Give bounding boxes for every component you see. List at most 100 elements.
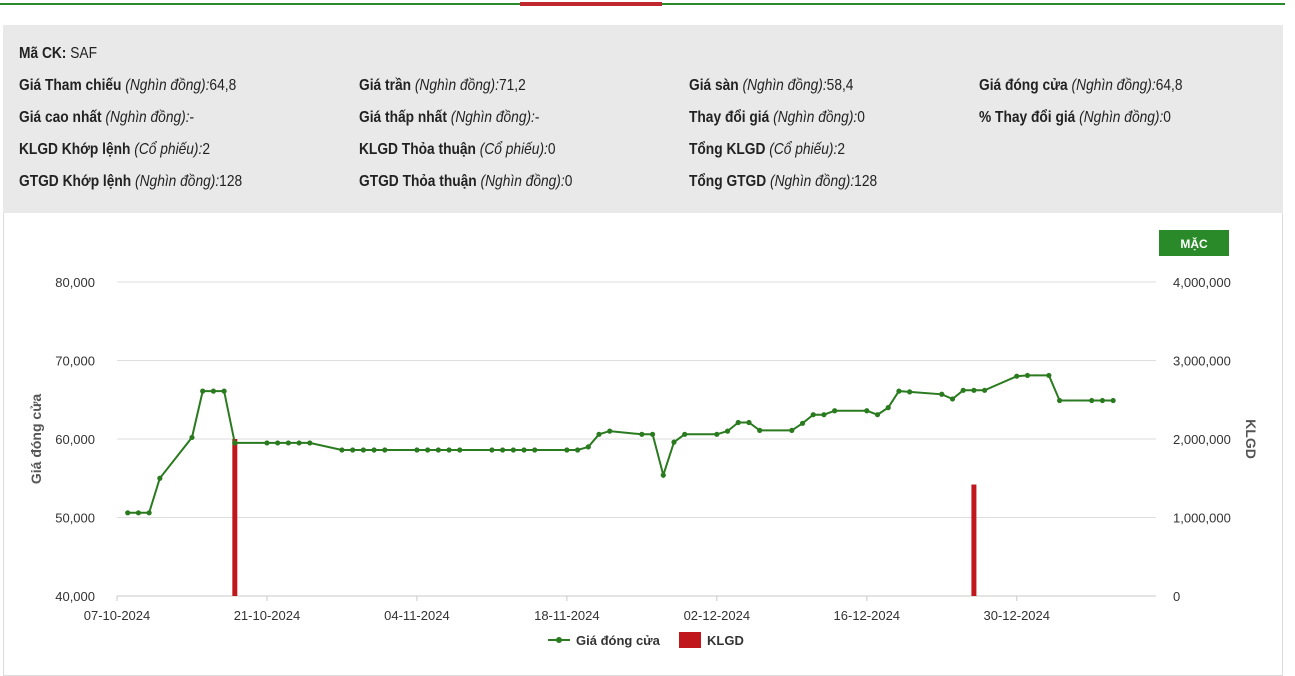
price-point	[135, 510, 142, 516]
info-field-value: 2	[837, 141, 845, 158]
stock-info-panel: Mã CK: SAF Giá Tham chiếu (Nghìn đồng):6…	[3, 25, 1283, 213]
info-field-label: Tổng GTGD	[689, 173, 771, 190]
info-field-value: 128	[854, 173, 878, 190]
price-point	[864, 408, 870, 414]
price-point	[671, 439, 677, 445]
price-point	[949, 396, 956, 402]
price-point	[425, 447, 431, 453]
price-point	[810, 412, 816, 418]
info-field-label: Giá thấp nhất	[359, 109, 451, 126]
info-field-label: Giá cao nhất	[19, 109, 106, 126]
x-tick-label: 21-10-2024	[234, 608, 301, 623]
price-point	[639, 431, 645, 437]
y-tick-label: 40,000	[55, 589, 95, 604]
y2-tick-label: 2,000,000	[1173, 432, 1231, 447]
price-point	[757, 427, 763, 433]
info-field-value: 64,8	[209, 77, 237, 94]
info-field-label: Giá sàn	[689, 77, 743, 94]
volume-bar	[971, 484, 977, 596]
price-point	[799, 420, 806, 426]
price-point	[896, 388, 902, 394]
price-point	[907, 389, 913, 395]
price-point	[939, 391, 945, 397]
price-point	[307, 440, 313, 446]
info-field-unit: (Cổ phiếu):	[134, 141, 203, 158]
x-tick-label: 16-12-2024	[834, 608, 901, 623]
y2-tick-label: 1,000,000	[1173, 511, 1231, 526]
price-point	[982, 387, 988, 393]
info-field: Giá Tham chiếu (Nghìn đồng):64,8	[19, 77, 236, 95]
price-point	[275, 440, 281, 446]
info-field: KLGD Thỏa thuận (Cổ phiếu):0	[359, 141, 556, 159]
y-tick-label: 70,000	[55, 354, 95, 369]
info-field-unit: (Nghìn đồng):	[773, 109, 858, 126]
y2-tick-label: 4,000,000	[1173, 275, 1231, 290]
info-field-value: 0	[857, 109, 865, 126]
info-field-label: % Thay đổi giá	[979, 109, 1080, 126]
price-point	[1056, 397, 1063, 404]
price-point	[146, 510, 152, 516]
price-point	[789, 427, 795, 433]
stock-code: Mã CK: SAF	[19, 45, 97, 62]
info-field: Giá sàn (Nghìn đồng):58,4	[689, 77, 853, 95]
info-field-label: KLGD Thỏa thuận	[359, 141, 480, 158]
price-point	[414, 447, 420, 453]
price-point	[457, 447, 463, 453]
price-point	[607, 428, 613, 434]
price-point	[735, 419, 741, 426]
price-point	[960, 387, 966, 393]
price-point	[682, 431, 688, 437]
price-point	[500, 447, 506, 453]
info-field-value: 58,4	[826, 77, 854, 94]
price-point	[360, 447, 366, 453]
info-field-label: GTGD Thỏa thuận	[359, 173, 481, 190]
info-field: Tổng KLGD (Cổ phiếu):2	[689, 141, 845, 159]
info-field-unit: (Nghìn đồng):	[1071, 77, 1156, 94]
y-tick-label: 80,000	[55, 275, 95, 290]
price-point	[1099, 397, 1106, 404]
info-field-label: Giá đóng cửa	[979, 77, 1072, 94]
y2-axis-title: KLGD	[1243, 419, 1259, 459]
price-point	[832, 408, 838, 414]
price-point	[232, 440, 238, 446]
info-field-unit: (Nghìn đồng):	[480, 173, 565, 190]
price-point	[971, 387, 977, 393]
price-point	[821, 412, 827, 418]
price-point	[746, 419, 752, 426]
price-point	[564, 447, 570, 453]
info-field-value: -	[189, 109, 195, 126]
info-field-unit: (Nghìn đồng):	[770, 173, 855, 190]
default-view-button[interactable]: MẶC ĐỊNH	[1159, 230, 1229, 277]
info-field: KLGD Khớp lệnh (Cổ phiếu):2	[19, 141, 210, 159]
price-point	[510, 447, 516, 453]
price-point	[1046, 372, 1052, 379]
info-field: Thay đổi giá (Nghìn đồng):0	[689, 109, 865, 127]
y-tick-label: 60,000	[55, 432, 95, 447]
info-field: Giá thấp nhất (Nghìn đồng):-	[359, 109, 539, 127]
info-field-unit: (Nghìn đồng):	[105, 109, 190, 126]
info-field-label: Giá Tham chiếu	[19, 77, 126, 94]
info-field-value: 0	[547, 141, 556, 158]
price-point	[885, 405, 891, 411]
price-point	[285, 440, 291, 446]
y2-tick-label: 3,000,000	[1173, 354, 1231, 369]
x-tick-label: 18-11-2024	[534, 608, 600, 623]
price-point	[125, 510, 131, 516]
price-point	[714, 431, 720, 437]
info-field-value: 0	[564, 173, 573, 190]
info-field: Giá đóng cửa (Nghìn đồng):64,8	[979, 77, 1182, 95]
info-field-label: GTGD Khớp lệnh	[19, 173, 136, 190]
legend-bar-swatch	[679, 632, 701, 648]
price-point	[874, 412, 881, 418]
price-point	[596, 431, 602, 437]
info-field: GTGD Khớp lệnh (Nghìn đồng):128	[19, 173, 242, 191]
price-point	[532, 447, 538, 453]
price-point	[1110, 397, 1116, 404]
y2-tick-label: 0	[1173, 589, 1180, 604]
price-point	[382, 447, 388, 453]
price-point	[649, 431, 656, 437]
info-field: % Thay đổi giá (Nghìn đồng):0	[979, 109, 1171, 127]
y-tick-label: 50,000	[55, 511, 95, 526]
price-point	[724, 428, 731, 434]
